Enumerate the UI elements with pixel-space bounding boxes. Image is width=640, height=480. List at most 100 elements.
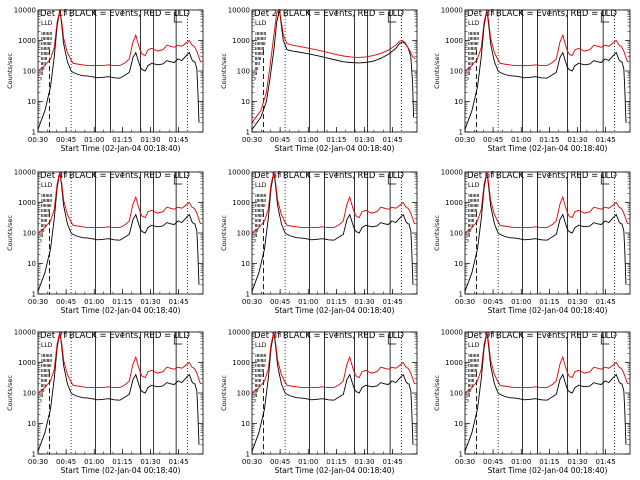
y-tick-label: 1 bbox=[32, 451, 36, 459]
y-tick-label: 100 bbox=[237, 390, 250, 398]
marker-dash bbox=[44, 29, 47, 66]
panel-title: Det 3f BLACK = Events, RED = LLD bbox=[467, 9, 617, 19]
y-tick-label: 1000 bbox=[18, 359, 36, 367]
panel-title: Det 2f BLACK = Events, RED = LLD bbox=[254, 9, 404, 19]
series-lld-line bbox=[251, 331, 415, 394]
marker-dash bbox=[40, 191, 43, 243]
bracket-mark bbox=[387, 12, 397, 23]
marker-dash bbox=[474, 351, 477, 378]
x-tick-label: 00:30 bbox=[242, 298, 262, 306]
y-tick-label: 10000 bbox=[228, 169, 250, 177]
y-tick-label: 100 bbox=[237, 230, 250, 238]
series-lld-line bbox=[251, 171, 415, 234]
x-tick-label: 01:00 bbox=[84, 136, 104, 144]
y-tick-label: 1 bbox=[459, 291, 463, 299]
series-events-line bbox=[464, 171, 627, 292]
x-tick-label: 01:45 bbox=[383, 136, 403, 144]
x-tick-label: 01:30 bbox=[354, 136, 374, 144]
marker-dash bbox=[50, 29, 53, 46]
x-tick-label: 01:45 bbox=[169, 298, 189, 306]
marker-dash bbox=[258, 351, 261, 388]
y-tick-label: 10000 bbox=[441, 169, 463, 177]
x-tick-label: 01:45 bbox=[383, 298, 403, 306]
legend-tag: LLD bbox=[41, 342, 53, 349]
marker-dash bbox=[263, 351, 265, 373]
y-tick-label: 1000 bbox=[445, 199, 463, 207]
marker-dash bbox=[474, 191, 477, 218]
x-tick-label: 01:15 bbox=[539, 298, 559, 306]
panel-det-4: Det 4f BLACK = Events, RED = LLD 1 10 100 10… bbox=[6, 169, 204, 315]
y-tick-label: 10 bbox=[27, 260, 36, 268]
legend-tag: LLD bbox=[255, 182, 267, 189]
series-lld-line bbox=[37, 171, 201, 234]
y-axis-label: Counts/sec bbox=[6, 215, 14, 251]
marker-dash bbox=[258, 191, 261, 228]
x-tick-label: 01:45 bbox=[596, 298, 616, 306]
marker-dash bbox=[42, 351, 44, 398]
marker-dash bbox=[471, 191, 474, 228]
y-tick-label: 1000 bbox=[232, 37, 250, 45]
y-tick-label: 1000 bbox=[232, 199, 250, 207]
x-tick-label: 00:45 bbox=[483, 298, 503, 306]
marker-dash bbox=[256, 29, 258, 76]
legend-tag: LLD bbox=[41, 20, 53, 27]
y-tick-label: 10 bbox=[241, 98, 250, 106]
marker-dash bbox=[474, 29, 477, 56]
marker-dash bbox=[50, 351, 53, 368]
legend-tag: LLD bbox=[41, 182, 53, 189]
panel-title: Det 4f BLACK = Events, RED = LLD bbox=[40, 171, 190, 181]
bracket-mark bbox=[600, 12, 610, 23]
x-tick-label: 01:15 bbox=[326, 136, 346, 144]
marker-dash bbox=[471, 351, 474, 388]
bracket-mark bbox=[387, 334, 397, 345]
y-tick-label: 10000 bbox=[228, 7, 250, 15]
x-tick-label: 01:00 bbox=[298, 136, 318, 144]
marker-dash bbox=[473, 351, 475, 383]
x-tick-label: 01:00 bbox=[84, 298, 104, 306]
x-tick-label: 00:45 bbox=[483, 458, 503, 466]
y-tick-label: 10 bbox=[454, 260, 463, 268]
series-events-line bbox=[37, 171, 200, 292]
marker-dash bbox=[256, 191, 258, 238]
x-tick-label: 01:30 bbox=[140, 458, 160, 466]
x-tick-label: 00:45 bbox=[270, 458, 290, 466]
x-tick-label: 01:45 bbox=[169, 136, 189, 144]
series-lld-line bbox=[464, 9, 628, 72]
y-tick-label: 10 bbox=[27, 420, 36, 428]
marker-dash bbox=[264, 351, 267, 368]
y-tick-label: 100 bbox=[237, 68, 250, 76]
marker-dash bbox=[476, 191, 478, 213]
y-tick-label: 1000 bbox=[232, 359, 250, 367]
x-axis-label: Start Time (02-Jan-04 00:18:40) bbox=[275, 144, 395, 153]
x-axis-label: Start Time (02-Jan-04 00:18:40) bbox=[488, 466, 608, 475]
panel-title: Det 8f BLACK = Events, RED = LLD bbox=[254, 331, 404, 341]
marker-dash bbox=[258, 29, 261, 66]
series-events-line bbox=[37, 331, 200, 452]
marker-dash bbox=[477, 191, 480, 208]
x-tick-label: 01:15 bbox=[326, 298, 346, 306]
x-tick-label: 01:15 bbox=[112, 458, 132, 466]
series-lld-line bbox=[464, 171, 628, 234]
y-tick-label: 10 bbox=[241, 420, 250, 428]
marker-dash bbox=[42, 191, 44, 238]
x-tick-label: 01:15 bbox=[326, 458, 346, 466]
marker-dash bbox=[46, 191, 48, 223]
marker-dash bbox=[261, 29, 264, 56]
marker-dash bbox=[46, 351, 48, 383]
panel-det-5: Det 5f BLACK = Events, RED = LLD 1 10 100 10… bbox=[220, 169, 418, 315]
x-axis-label: Start Time (02-Jan-04 00:18:40) bbox=[488, 144, 608, 153]
panel-det-7: Det 7f BLACK = Events, RED = LLD 1 10 100 10… bbox=[6, 329, 204, 475]
x-tick-label: 01:15 bbox=[112, 298, 132, 306]
marker-dash bbox=[49, 191, 51, 213]
series-events-line bbox=[464, 9, 627, 130]
marker-dash bbox=[42, 29, 44, 76]
x-tick-label: 00:30 bbox=[242, 136, 262, 144]
marker-dash bbox=[467, 29, 470, 81]
panel-title: Det 1f BLACK = Events, RED = LLD bbox=[40, 9, 190, 19]
x-tick-label: 01:30 bbox=[140, 136, 160, 144]
x-tick-label: 00:30 bbox=[455, 298, 475, 306]
x-tick-label: 00:30 bbox=[455, 458, 475, 466]
marker-dash bbox=[47, 29, 50, 56]
marker-dash bbox=[256, 351, 258, 398]
marker-dash bbox=[473, 29, 475, 61]
